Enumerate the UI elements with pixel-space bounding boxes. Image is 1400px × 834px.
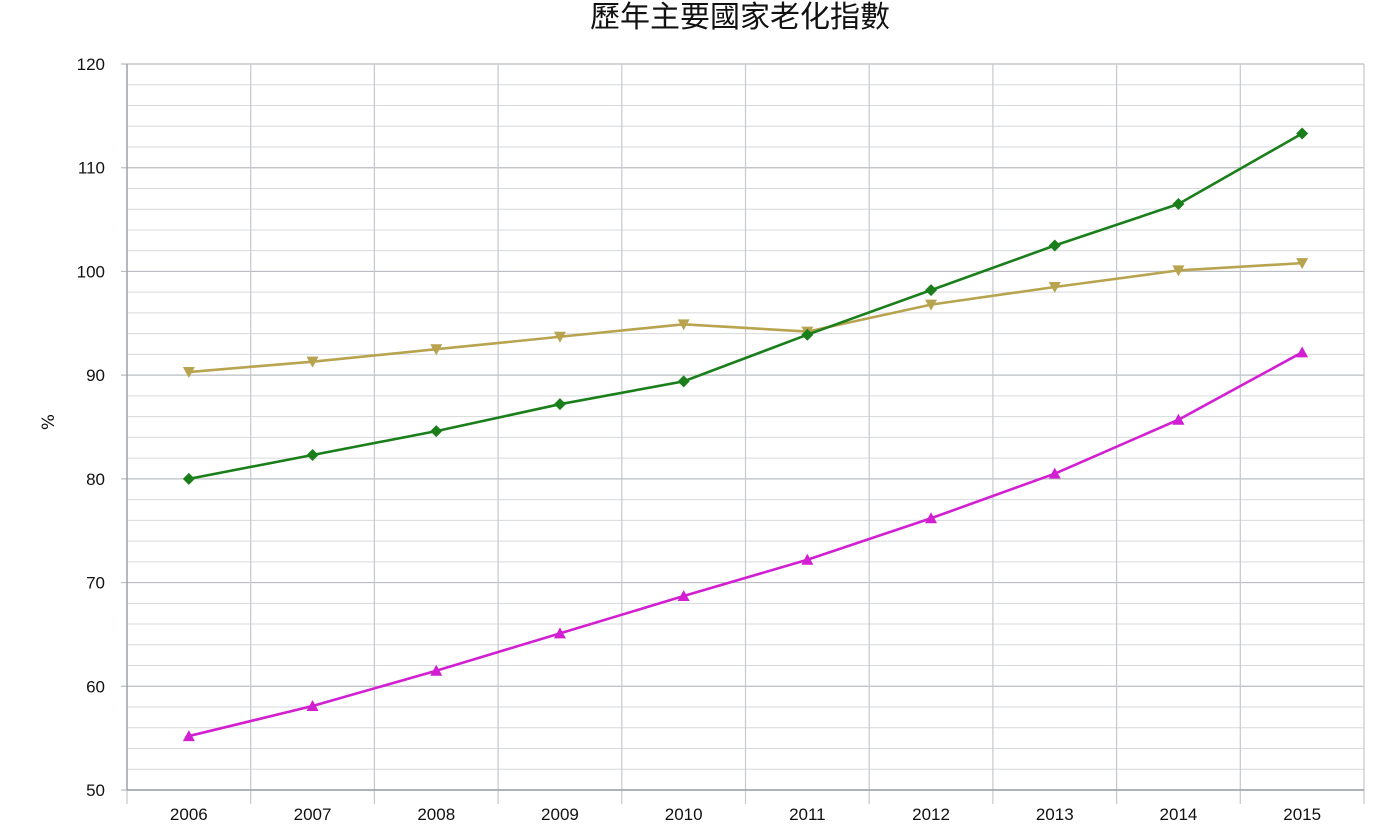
data-point-marker [1048,281,1061,293]
data-point-marker [306,356,319,368]
x-tick-label: 2010 [665,805,703,824]
y-tick-label: 110 [78,159,105,178]
major-gridlines [121,63,1365,804]
data-point-marker [553,627,566,639]
data-point-marker [182,730,195,742]
x-tick-label: 2011 [789,805,826,824]
series-2 [182,127,1309,485]
series-line [188,351,1303,738]
y-tick-label: 100 [77,262,105,281]
data-point-marker [677,319,690,331]
x-tick-label: 2015 [1283,805,1321,824]
data-point-marker [925,284,938,297]
x-tick-label: 2012 [912,805,950,824]
data-point-marker [801,553,814,565]
data-point-marker [1048,467,1061,479]
y-tick-label: 60 [86,677,105,696]
data-point-marker [1296,127,1309,140]
x-tick-labels: 2006 2007 2008 2009 2010 2011 2012 2013 2014 2015 [170,805,1321,824]
data-point-marker [430,344,443,356]
data-point-marker [306,449,319,462]
series-3 [182,346,1309,742]
data-point-marker [182,367,195,379]
data-point-marker [1296,258,1309,270]
data-point-marker [801,328,814,341]
x-tick-label: 2014 [1160,805,1198,824]
data-point-marker [306,699,319,711]
data-point-marker [182,472,195,485]
x-tick-label: 2006 [170,805,208,824]
y-tick-label: 120 [77,55,105,74]
data-point-marker [677,375,690,388]
data-point-marker [1172,413,1185,425]
data-point-marker [925,512,938,524]
y-tick-label: 90 [86,366,105,385]
series-line [188,261,1303,374]
x-tick-label: 2009 [541,805,579,824]
axes [126,64,1364,791]
data-point-marker [1172,198,1185,211]
x-tick-label: 2008 [417,805,455,824]
y-tick-label: 70 [86,574,105,593]
chart-title: 歷年主要國家老化指數 [590,0,890,35]
data-point-marker [1172,265,1185,277]
data-point-marker [677,590,690,602]
x-tick-label: 2007 [294,805,332,824]
series-group [182,127,1309,742]
data-point-marker [430,664,443,676]
data-point-marker [553,398,566,411]
data-point-marker [553,331,566,343]
data-point-marker [430,425,443,438]
data-point-marker [925,299,938,311]
data-point-marker [1296,346,1309,358]
y-tick-labels: 50 60 70 80 90 100 110 120 [77,55,105,800]
series-line [188,132,1303,481]
data-point-marker [1048,239,1061,252]
x-tick-label: 2013 [1036,805,1074,824]
y-tick-label: 80 [86,470,105,489]
y-tick-label: 50 [86,781,105,800]
